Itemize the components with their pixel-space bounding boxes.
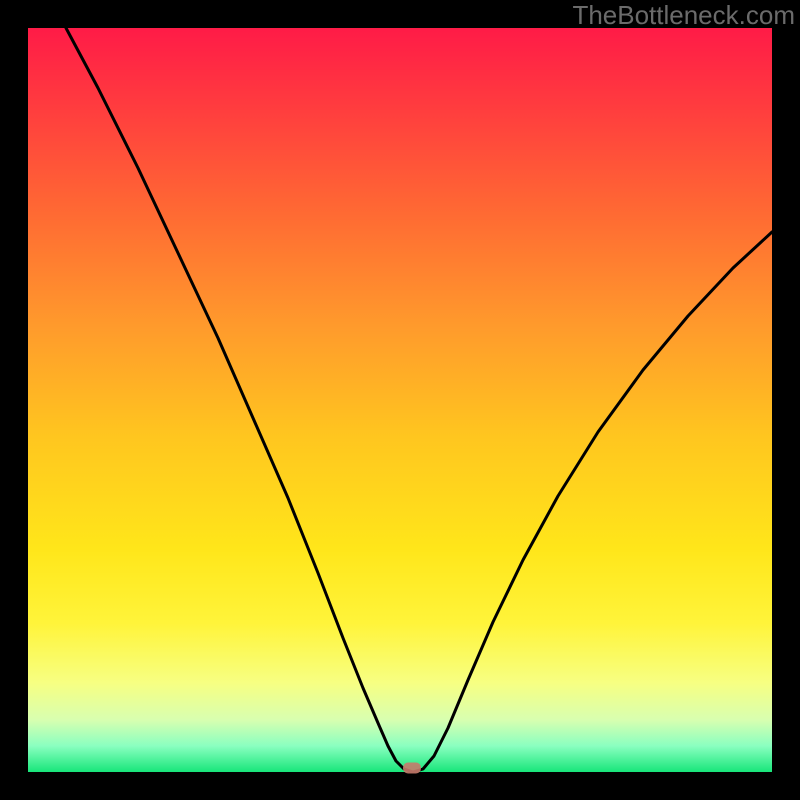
- chart-frame: TheBottleneck.com: [0, 0, 800, 800]
- watermark-text: TheBottleneck.com: [572, 0, 795, 30]
- plot-background: [28, 28, 772, 772]
- chart-svg: TheBottleneck.com: [0, 0, 800, 800]
- optimal-point-marker: [403, 763, 421, 774]
